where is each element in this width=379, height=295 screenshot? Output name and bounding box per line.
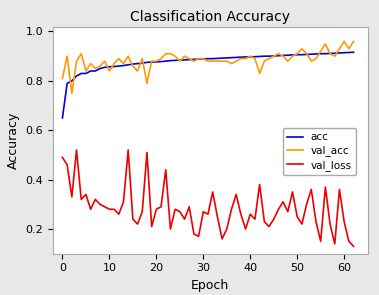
val_acc [145,82,149,85]
val_acc [210,59,215,63]
val_acc [342,40,346,43]
val_acc [351,40,356,43]
val_loss [145,151,149,154]
acc [206,57,210,60]
val_acc [346,47,351,50]
val_loss [154,207,159,211]
val_loss [210,190,215,194]
val_acc [70,91,74,95]
val_acc [60,77,65,80]
val_loss [74,148,79,152]
Line: val_loss: val_loss [63,150,354,246]
val_acc [201,57,205,60]
acc [60,116,65,120]
acc [346,51,351,54]
val_loss [267,225,271,228]
Y-axis label: Accuracy: Accuracy [7,112,20,169]
val_loss [351,245,356,248]
acc [140,61,144,65]
val_loss [346,240,351,243]
acc [196,57,201,61]
val_acc [154,59,159,63]
Line: acc: acc [63,52,354,118]
acc [149,60,154,64]
Line: val_acc: val_acc [63,41,354,93]
val_acc [267,57,271,60]
val_loss [60,156,65,159]
acc [351,50,356,54]
X-axis label: Epoch: Epoch [191,279,229,292]
val_loss [201,210,205,214]
Legend: acc, val_acc, val_loss: acc, val_acc, val_loss [283,128,356,175]
Title: Classification Accuracy: Classification Accuracy [130,10,290,24]
acc [262,54,266,58]
